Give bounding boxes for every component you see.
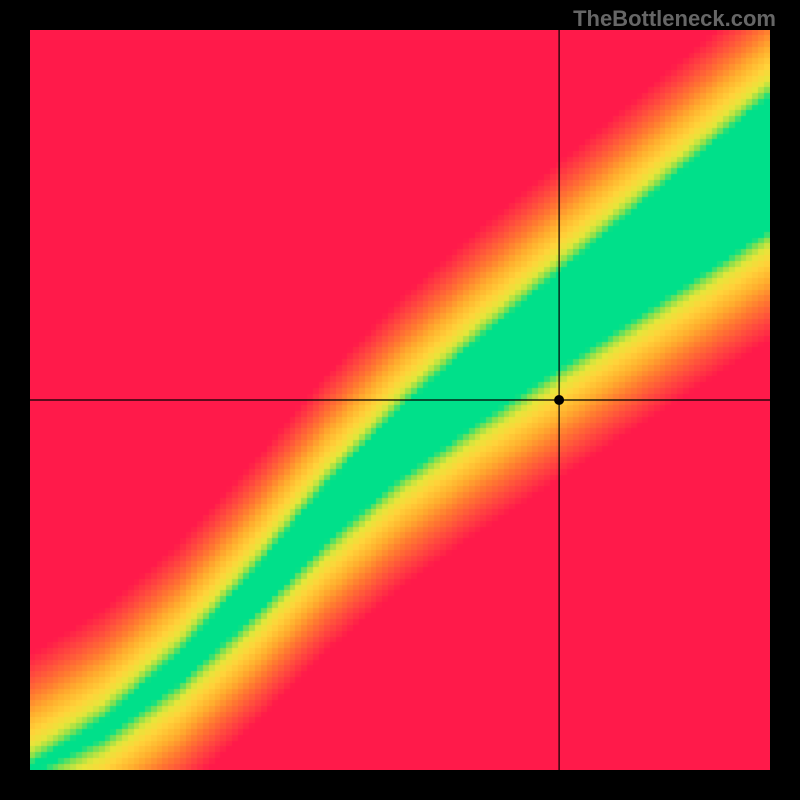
- chart-container: TheBottleneck.com: [0, 0, 800, 800]
- watermark-text: TheBottleneck.com: [573, 6, 776, 32]
- bottleneck-heatmap: [30, 30, 770, 770]
